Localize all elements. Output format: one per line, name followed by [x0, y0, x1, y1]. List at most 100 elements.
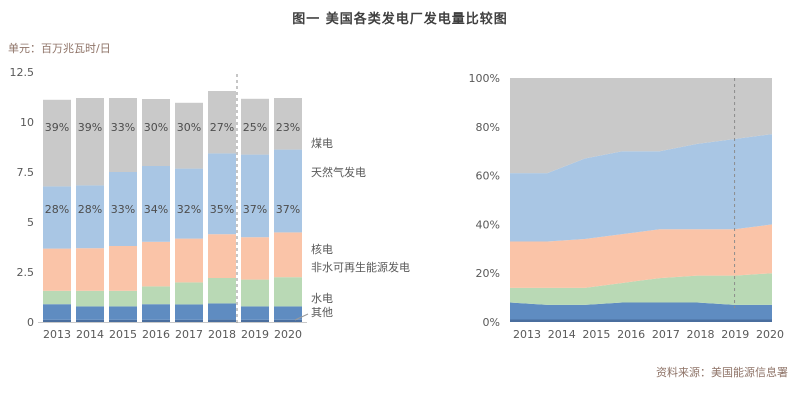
bar-segment-gas-2020: [274, 149, 302, 233]
gas-pct-label-2020: 37%: [276, 203, 300, 216]
coal-pct-label-2017: 30%: [177, 121, 201, 134]
area-hydro: [510, 302, 772, 320]
area-renew: [510, 273, 772, 305]
coal-pct-label-2013: 39%: [45, 121, 69, 134]
left-y-tick-2.5: 2.5: [17, 266, 35, 279]
coal-pct-label-2020: 23%: [276, 121, 300, 134]
source-label: 资料来源：美国能源信息署: [656, 366, 788, 379]
left-y-tick-12.5: 12.5: [10, 66, 35, 79]
series-label-gas: 天然气发电: [311, 165, 366, 179]
area-coal: [510, 78, 772, 174]
unit-label: 单元：百万兆瓦时/日: [8, 42, 111, 55]
series-label-renew: 非水可再生能源发电: [311, 260, 410, 274]
bar-segment-nuclear-2015: [109, 246, 137, 291]
series-label-hydro: 水电: [311, 292, 333, 305]
gas-pct-label-2017: 32%: [177, 203, 201, 216]
bar-segment-gas-2013: [43, 186, 71, 249]
left-x-tick-2019: 2019: [241, 328, 269, 341]
left-x-tick-2017: 2017: [175, 328, 203, 341]
gas-pct-label-2014: 28%: [78, 203, 102, 216]
bar-segment-nuclear-2013: [43, 248, 71, 291]
bar-segment-hydro-2017: [175, 304, 203, 320]
right-y-tick-100%: 100%: [469, 72, 500, 85]
left-y-tick-0: 0: [27, 316, 34, 329]
bar-segment-hydro-2018: [208, 303, 236, 320]
bar-segment-other-2020: [274, 319, 302, 322]
bar-segment-renew-2015: [109, 290, 137, 307]
coal-pct-label-2019: 25%: [243, 121, 267, 134]
bar-segment-other-2016: [142, 319, 170, 322]
right-x-tick-2015: 2015: [582, 328, 610, 341]
bar-segment-hydro-2013: [43, 304, 71, 320]
bar-segment-gas-2019: [241, 154, 269, 238]
bar-segment-coal-2015: [109, 98, 137, 172]
bar-segment-gas-2015: [109, 172, 137, 246]
left-x-tick-2013: 2013: [43, 328, 71, 341]
gas-pct-label-2013: 28%: [45, 203, 69, 216]
bar-segment-other-2015: [109, 319, 137, 322]
bar-segment-renew-2020: [274, 277, 302, 307]
left-x-tick-2016: 2016: [142, 328, 170, 341]
bar-segment-hydro-2019: [241, 306, 269, 320]
bar-segment-other-2017: [175, 319, 203, 322]
bar-segment-hydro-2020: [274, 306, 302, 320]
bar-segment-coal-2017: [175, 102, 203, 169]
coal-pct-label-2015: 33%: [111, 121, 135, 134]
bar-segment-coal-2018: [208, 91, 236, 154]
bar-segment-nuclear-2016: [142, 241, 170, 287]
right-x-tick-2019: 2019: [721, 328, 749, 341]
right-y-tick-60%: 60%: [476, 170, 500, 183]
series-label-coal: 煤电: [311, 137, 333, 150]
right-x-tick-2013: 2013: [513, 328, 541, 341]
bar-segment-nuclear-2018: [208, 234, 236, 278]
gas-pct-label-2018: 35%: [210, 203, 234, 216]
bar-segment-hydro-2016: [142, 304, 170, 320]
bar-segment-renew-2014: [76, 290, 104, 307]
left-x-tick-2015: 2015: [109, 328, 137, 341]
left-y-tick-10: 10: [20, 116, 34, 129]
right-y-tick-80%: 80%: [476, 121, 500, 134]
bar-segment-hydro-2014: [76, 306, 104, 320]
bar-segment-nuclear-2014: [76, 248, 104, 291]
right-x-tick-2018: 2018: [687, 328, 715, 341]
bar-segment-coal-2016: [142, 99, 170, 166]
right-x-tick-2016: 2016: [617, 328, 645, 341]
gas-pct-label-2019: 37%: [243, 203, 267, 216]
bar-segment-coal-2014: [76, 98, 104, 186]
bar-segment-other-2014: [76, 319, 104, 322]
bar-segment-gas-2014: [76, 185, 104, 249]
bar-segment-nuclear-2019: [241, 237, 269, 280]
area-nuclear: [510, 224, 772, 288]
right-y-tick-40%: 40%: [476, 218, 500, 231]
gas-pct-label-2015: 33%: [111, 203, 135, 216]
left-x-tick-2014: 2014: [76, 328, 104, 341]
coal-pct-label-2018: 27%: [210, 121, 234, 134]
bar-segment-renew-2018: [208, 278, 236, 304]
right-y-tick-20%: 20%: [476, 267, 500, 280]
right-x-tick-2020: 2020: [756, 328, 784, 341]
left-y-tick-7.5: 7.5: [17, 166, 35, 179]
bar-segment-renew-2016: [142, 286, 170, 305]
bar-segment-renew-2017: [175, 282, 203, 305]
bar-segment-nuclear-2017: [175, 238, 203, 283]
right-x-tick-2014: 2014: [548, 328, 576, 341]
area-other: [510, 319, 772, 322]
bar-segment-hydro-2015: [109, 306, 137, 320]
gas-pct-label-2016: 34%: [144, 203, 168, 216]
figure-title: 图一 美国各类发电厂发电量比较图: [292, 12, 508, 27]
left-y-tick-5: 5: [27, 216, 34, 229]
coal-pct-label-2014: 39%: [78, 121, 102, 134]
bar-segment-gas-2016: [142, 166, 170, 242]
left-x-tick-2020: 2020: [274, 328, 302, 341]
bar-segment-coal-2020: [274, 98, 302, 150]
bar-segment-other-2018: [208, 319, 236, 322]
bar-segment-renew-2019: [241, 279, 269, 307]
bar-segment-coal-2019: [241, 98, 269, 155]
right-y-tick-0%: 0%: [483, 316, 500, 329]
series-label-nuclear: 核电: [311, 242, 333, 256]
bar-segment-gas-2017: [175, 168, 203, 239]
bar-segment-other-2013: [43, 319, 71, 322]
other-leader-line: [294, 313, 309, 321]
